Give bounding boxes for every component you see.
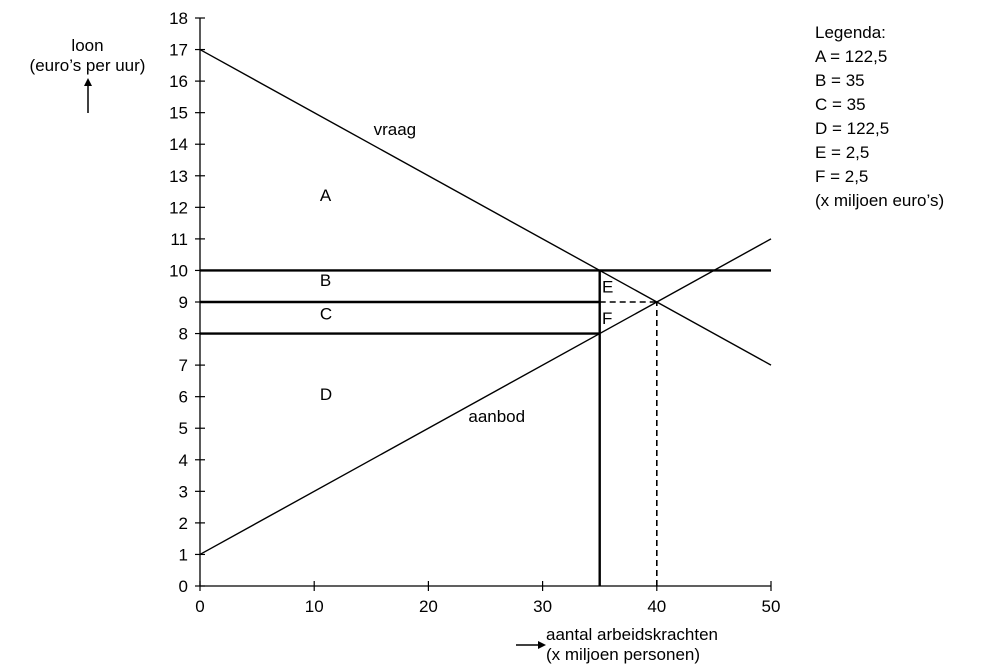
area-label-c: C: [320, 304, 332, 323]
reference-lines: [200, 269, 771, 586]
legend-title: Legenda:: [815, 23, 886, 42]
x-tick-label: 50: [762, 597, 781, 616]
legend-entry-a: A = 122,5: [815, 47, 888, 66]
area-label-d: D: [320, 385, 332, 404]
y-axis-arrow-icon: [84, 78, 92, 113]
x-tick-label: 30: [533, 597, 552, 616]
y-tick-label: 1: [179, 545, 188, 564]
area-label-e: E: [602, 278, 613, 297]
series-line-vraag: [199, 48, 772, 366]
y-tick-label: 9: [179, 293, 188, 312]
legend-entry-e: E = 2,5: [815, 143, 870, 162]
legend-entry-f: F = 2,5: [815, 167, 869, 186]
x-axis-title-line2: (x miljoen personen): [546, 645, 701, 664]
y-tick-label: 16: [169, 72, 188, 91]
y-tick-label: 15: [169, 104, 188, 123]
area-label-a: A: [320, 186, 332, 205]
x-tick-label: 10: [305, 597, 324, 616]
y-tick-label: 13: [169, 167, 188, 186]
series-lines: [199, 48, 772, 556]
x-axis-arrow-icon: [516, 641, 546, 649]
y-tick-label: 0: [179, 577, 188, 596]
curve-label-aanbod: aanbod: [468, 407, 525, 426]
area-label-b: B: [320, 271, 331, 290]
y-axis-title: loon (euro’s per uur): [0, 36, 175, 76]
legend-entry-c: C = 35: [815, 95, 866, 114]
x-tick-label: 20: [419, 597, 438, 616]
y-tick-label: 18: [169, 9, 188, 28]
y-tick-label: 3: [179, 482, 188, 501]
area-label-f: F: [602, 309, 612, 328]
y-tick-label: 12: [169, 198, 188, 217]
y-tick-label: 2: [179, 514, 188, 533]
legend-entry-d: D = 122,5: [815, 119, 890, 138]
y-axis-title-line1: loon: [71, 36, 104, 55]
legend: Legenda: A = 122,5 B = 35 C = 35 D = 122…: [815, 21, 944, 213]
y-tick-label: 17: [169, 41, 188, 60]
y-tick-label: 8: [179, 325, 188, 344]
curve-label-vraag: vraag: [374, 120, 417, 139]
y-tick-label: 14: [169, 135, 188, 154]
y-tick-label: 10: [169, 261, 188, 280]
legend-note: (x miljoen euro’s): [815, 191, 945, 210]
y-tick-label: 7: [179, 356, 188, 375]
y-tick-label: 5: [179, 419, 188, 438]
x-axis-title: aantal arbeidskrachten (x miljoen person…: [546, 625, 718, 665]
x-tick-label: 0: [195, 597, 204, 616]
x-tick-label: 40: [647, 597, 666, 616]
x-axis-title-line1: aantal arbeidskrachten: [546, 625, 719, 644]
y-tick-label: 4: [179, 451, 188, 470]
y-tick-label: 6: [179, 388, 188, 407]
y-axis-title-line2: (euro’s per uur): [29, 56, 146, 75]
series-line-aanbod: [199, 238, 772, 556]
y-tick-label: 11: [170, 230, 188, 249]
legend-entry-b: B = 35: [815, 71, 865, 90]
